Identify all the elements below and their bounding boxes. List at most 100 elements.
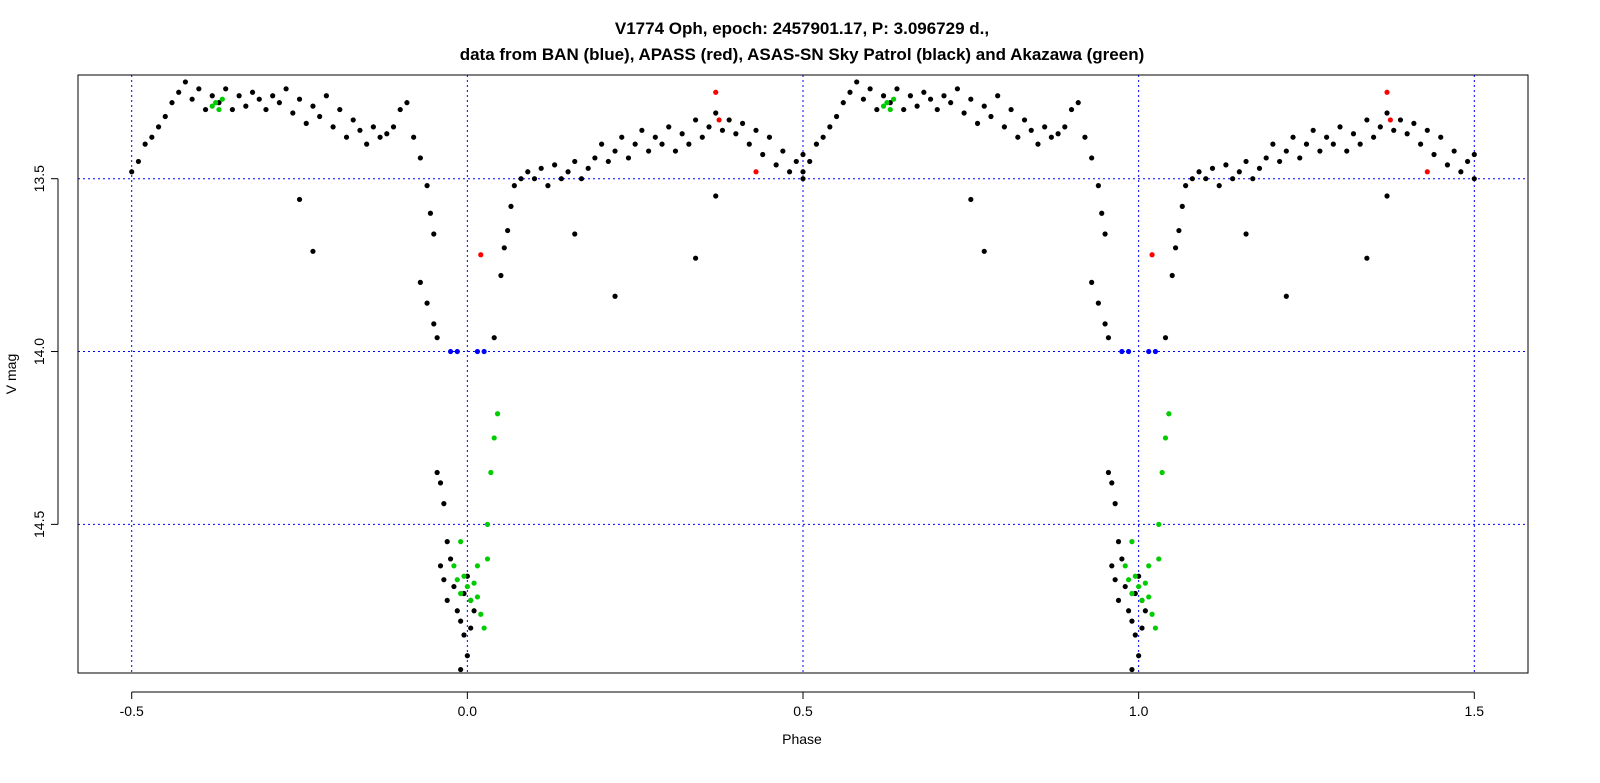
- data-point: [800, 169, 806, 175]
- data-point: [1303, 141, 1310, 147]
- data-point: [357, 127, 363, 133]
- data-point: [377, 134, 383, 140]
- data-point: [1146, 594, 1152, 600]
- data-point: [434, 469, 440, 476]
- data-point: [498, 272, 504, 279]
- data-points: [129, 79, 1477, 673]
- data-point: [219, 96, 225, 102]
- data-point: [1035, 141, 1041, 147]
- x-tick-label: 1.0: [1129, 703, 1149, 719]
- data-point: [760, 151, 766, 158]
- data-point: [1142, 580, 1148, 586]
- data-point: [692, 255, 699, 261]
- data-point: [364, 141, 370, 147]
- data-point: [995, 93, 1001, 99]
- data-point: [954, 86, 960, 92]
- data-point: [1146, 563, 1152, 569]
- data-point: [713, 89, 719, 95]
- data-point: [1109, 480, 1115, 486]
- data-point: [1283, 293, 1289, 299]
- data-point: [891, 96, 897, 102]
- data-point: [270, 93, 276, 99]
- data-point: [1330, 141, 1336, 147]
- data-point: [1149, 611, 1155, 617]
- data-point: [531, 176, 538, 182]
- x-tick-label: 0.0: [458, 703, 478, 719]
- data-point: [981, 103, 987, 109]
- data-point: [867, 86, 873, 92]
- data-point: [1310, 127, 1316, 133]
- data-point: [1122, 583, 1128, 590]
- data-point: [1236, 169, 1242, 175]
- data-point: [1149, 252, 1155, 258]
- data-point: [1001, 124, 1007, 130]
- data-point: [679, 131, 685, 137]
- data-point: [454, 577, 460, 583]
- data-point: [196, 86, 202, 92]
- data-point: [887, 106, 893, 113]
- data-point: [726, 117, 732, 123]
- data-point: [1196, 169, 1202, 175]
- data-point: [1270, 141, 1276, 147]
- data-point: [458, 666, 464, 673]
- data-point: [572, 158, 578, 165]
- data-point: [1162, 435, 1169, 441]
- data-point: [1115, 539, 1122, 545]
- data-point: [447, 556, 454, 562]
- data-point: [461, 573, 467, 579]
- y-tick-label: 13.5: [31, 165, 47, 192]
- data-point: [444, 539, 450, 545]
- data-point: [968, 96, 974, 102]
- data-point: [558, 176, 564, 182]
- data-point: [1417, 141, 1424, 147]
- data-point: [451, 583, 457, 590]
- data-point: [572, 231, 578, 237]
- data-point: [1136, 653, 1142, 659]
- data-point: [894, 86, 900, 92]
- data-point: [290, 110, 296, 116]
- data-point: [733, 131, 739, 137]
- data-point: [901, 106, 907, 113]
- data-point: [719, 127, 726, 133]
- data-point: [1015, 134, 1021, 140]
- data-point: [223, 86, 229, 92]
- data-point: [934, 106, 940, 113]
- data-point: [1129, 590, 1135, 597]
- data-point: [1122, 563, 1128, 569]
- data-point: [652, 134, 658, 140]
- data-point: [458, 618, 464, 624]
- data-point: [149, 134, 155, 140]
- data-point: [1471, 151, 1477, 158]
- data-point: [263, 106, 269, 113]
- data-point: [692, 117, 699, 123]
- data-point: [1125, 348, 1132, 355]
- data-point: [827, 124, 833, 130]
- data-point: [468, 597, 474, 604]
- y-tick-label: 14.0: [31, 338, 47, 365]
- data-point: [384, 131, 390, 137]
- data-point: [525, 169, 531, 175]
- data-point: [1146, 348, 1152, 355]
- data-point: [1099, 210, 1105, 216]
- data-point: [659, 141, 665, 147]
- data-point: [1344, 148, 1350, 154]
- data-point: [481, 348, 487, 355]
- data-point: [1152, 348, 1159, 355]
- data-point: [1102, 231, 1108, 237]
- data-point: [968, 196, 974, 203]
- data-point: [1136, 583, 1142, 590]
- data-point: [599, 141, 605, 147]
- data-point: [1042, 124, 1048, 130]
- data-point: [494, 411, 501, 417]
- data-point: [350, 117, 356, 123]
- y-axis: 13.5 14.0 14.5: [31, 165, 59, 538]
- data-point: [1179, 203, 1185, 209]
- data-point: [1075, 100, 1081, 106]
- data-point: [538, 165, 544, 171]
- x-tick-label: 1.5: [1465, 703, 1485, 719]
- data-point: [437, 480, 444, 486]
- data-point: [216, 106, 222, 113]
- data-point: [1129, 666, 1135, 673]
- data-point: [1112, 577, 1118, 583]
- data-point: [605, 158, 611, 165]
